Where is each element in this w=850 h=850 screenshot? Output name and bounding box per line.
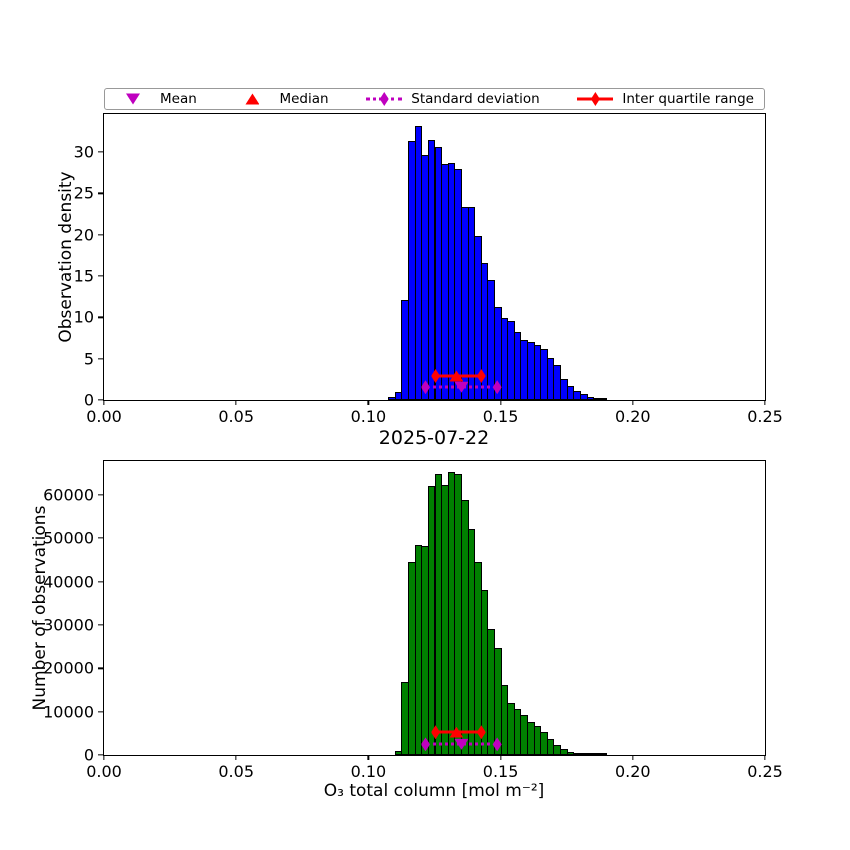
x-tick [764,400,766,405]
iqr-high-diamond-icon [476,369,486,384]
legend-item-median: Median [234,91,329,107]
legend-label-median: Median [279,91,329,107]
axes-observation-density: 0.00 0.05 0.10 0.15 0.20 0.25 0 5 10 15 20 25 30 [74,113,783,426]
legend-label-standard-deviation: Standard deviation [411,91,540,107]
x-tick-label: 0.05 [218,762,254,781]
y-tick-label: 30 [73,142,94,162]
iqr-high-diamond-icon [476,725,486,740]
date-label: 2025-07-22 [378,427,490,449]
x-tick [367,400,370,405]
y-tick-label: 5 [83,349,94,369]
y-tick-label: 60000 [43,485,94,505]
diamond-icon [590,92,600,106]
std-high-diamond-icon [492,380,502,395]
x-tick [499,400,502,405]
y-tick [98,192,103,194]
x-tick-label: 0.15 [482,407,519,426]
mean-marker-icon [454,738,469,750]
y-axis-label-bottom: Number of observations [30,505,50,711]
x-tick-label: 0.15 [482,762,519,781]
diamond-icon [379,92,389,106]
x-axis-label: O₃ total column [mol m⁻²] [323,781,545,801]
legend-item-standard-deviation: Standard deviation [366,91,540,107]
legend-item-inter-quartile-range: Inter quartile range [577,91,754,107]
x-tick-label: 0.10 [350,407,387,426]
x-tick-label: 0.00 [86,407,122,426]
iqr-low-diamond-icon [431,369,441,384]
y-tick-label: 10000 [43,702,94,722]
x-tick-label: 0.05 [218,407,254,426]
y-tick [98,537,103,539]
x-tick [764,755,766,760]
y-tick-label: 20 [73,225,94,245]
x-tick [235,755,237,760]
histogram-bar [599,753,608,755]
std-high-diamond-icon [492,737,502,752]
mean-marker-icon [115,92,151,107]
y-tick [98,399,103,401]
y-tick [98,358,103,360]
x-tick [367,755,370,760]
triangle-up-icon [245,93,260,105]
y-tick-label: 50000 [43,528,94,548]
median-marker-icon [449,726,464,738]
y-tick [98,754,103,756]
legend-label-mean: Mean [160,91,197,107]
legend: Mean Median Standard deviation Inter qua… [104,88,765,110]
y-tick-label: 0 [83,390,94,410]
y-tick [98,316,103,318]
x-tick-label: 0.25 [747,407,783,426]
y-tick-label: 30000 [43,615,94,635]
y-axis-label-top: Observation density [56,171,76,343]
x-tick-label: 0.20 [614,762,651,781]
x-tick [499,755,502,760]
legend-label-inter-quartile-range: Inter quartile range [622,91,754,107]
x-tick [235,400,237,405]
inter-quartile-range-marker-icon [577,92,614,107]
median-marker-icon [449,370,464,382]
y-tick [98,275,103,277]
y-tick-label: 40000 [43,572,94,592]
histogram-bar [599,398,608,400]
y-tick-label: 0 [83,745,94,765]
std-low-diamond-icon [421,737,430,752]
y-tick [98,580,103,583]
mean-marker-icon [454,381,469,393]
x-tick [632,755,634,760]
y-tick-label: 10 [73,307,94,327]
median-marker-icon [234,92,270,107]
y-tick [98,234,103,236]
y-tick [98,710,103,713]
x-tick-label: 0.00 [86,762,122,781]
x-tick-label: 0.10 [350,762,387,781]
y-tick [98,624,103,626]
y-tick [98,151,103,153]
legend-item-mean: Mean [115,91,197,107]
y-tick [98,494,103,496]
x-tick [103,755,105,760]
triangle-down-icon [126,93,140,105]
y-tick [98,667,103,669]
x-tick-label: 0.25 [747,762,783,781]
x-tick-label: 0.20 [614,407,651,426]
iqr-low-diamond-icon [431,725,441,740]
standard-deviation-marker-icon [366,92,403,107]
y-tick-label: 20000 [43,658,94,678]
y-tick-label: 15 [73,266,94,286]
axes-number-of-observations: 0.00 0.05 0.10 0.15 0.20 0.25 0 10000 20000 30000… [43,460,783,781]
std-low-diamond-icon [421,380,430,395]
y-tick-label: 25 [73,183,94,203]
x-tick [632,400,634,405]
x-tick [103,400,105,405]
